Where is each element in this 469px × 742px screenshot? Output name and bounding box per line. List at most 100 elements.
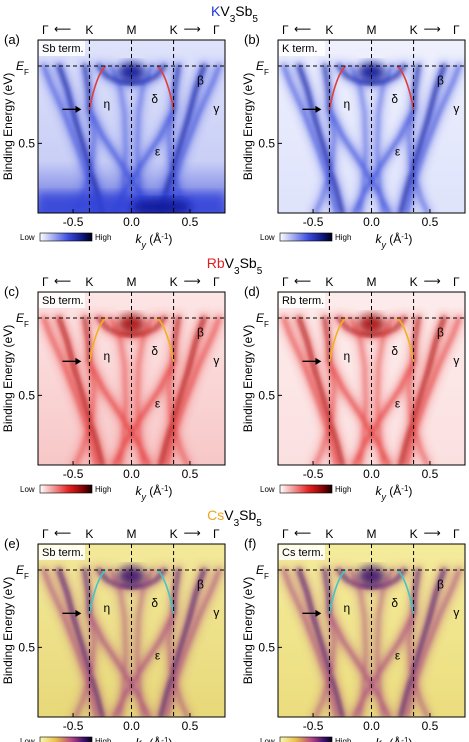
x-axis-label: ky (Å-1) [135, 231, 172, 250]
term-label-bg [39, 545, 85, 560]
band-label-beta: β [197, 74, 204, 88]
compound-v: V [224, 507, 234, 523]
y-tick-0.5: 0.5 [18, 388, 35, 402]
symbol-gamma-left: Γ [282, 527, 289, 541]
arpes-panel: (d) Rb term. βγ δ ε η Γ ⟵ K M K ⟶ Γ EF 0.5 -0.5 0.0 0.5 ky… [241, 274, 466, 502]
colorbar-low-label: Low [20, 233, 35, 242]
compound-title: CsV3Sb5 [207, 507, 262, 529]
symbol-m: M [127, 527, 137, 541]
y-axis-label: Binding Energy (eV) [1, 577, 15, 684]
symbol-k-right: K [410, 275, 418, 289]
termination-label: Sb term. [42, 295, 84, 307]
band-highlight [88, 65, 175, 110]
x-tick-label: 0.0 [363, 719, 380, 733]
ef-label: EF [256, 59, 269, 77]
arrow-right: ⟶ [184, 274, 201, 288]
band-label-beta: β [197, 578, 204, 592]
symbol-m: M [127, 23, 137, 37]
panel-label: (c) [4, 284, 19, 299]
symbol-k-right: K [170, 23, 178, 37]
x-axis-label: ky (Å-1) [135, 483, 172, 502]
symbol-gamma-left: Γ [282, 23, 289, 37]
x-tick-label: -0.5 [303, 215, 324, 229]
colorbar [279, 484, 333, 494]
x-tick-label: 0.0 [363, 215, 380, 229]
arrow-left: ⟵ [294, 274, 311, 288]
colorbar [279, 232, 333, 242]
symbol-gamma-right: Γ [213, 527, 220, 541]
pointer-arrow-head [315, 105, 322, 113]
arpes-panel: (f) Cs term. βγ δ ε η Γ ⟵ K M K ⟶ Γ EF 0.5 -0.5 0.0 0.5 ky… [241, 526, 466, 742]
arpes-panel: (a) Sb term. βγ δ ε η Γ ⟵ K M K ⟶ Γ EF 0.5 -0.5 0.0 0.5 ky… [1, 22, 226, 250]
symbol-m: M [367, 527, 377, 541]
pointer-arrow-head [75, 105, 82, 113]
termination-label: Cs term. [282, 547, 324, 559]
symmetry-labels: Γ ⟵ K M K ⟶ Γ [42, 22, 220, 37]
ef-main: E [256, 59, 265, 73]
band-highlight [328, 317, 415, 362]
compound-alkali: Cs [207, 507, 224, 523]
band-label-eta: η [343, 601, 350, 615]
symbol-k-left: K [325, 275, 333, 289]
band-label-delta: δ [151, 596, 158, 610]
x-tick-label: -0.5 [303, 467, 324, 481]
colorbar [39, 736, 93, 742]
symbol-k-right: K [170, 275, 178, 289]
band-label-delta: δ [391, 344, 398, 358]
band-label-delta: δ [151, 92, 158, 106]
band-label-delta: δ [151, 344, 158, 358]
x-tick-label: 0.5 [182, 719, 199, 733]
band-label-gamma: γ [453, 353, 459, 367]
arrow-right: ⟶ [424, 22, 441, 36]
band-highlight [88, 317, 175, 362]
symbol-k-left: K [85, 23, 93, 37]
x-tick-label: -0.5 [63, 467, 84, 481]
x-tick-label: 0.5 [422, 467, 439, 481]
band-label-epsilon: ε [395, 145, 401, 159]
arrow-right: ⟶ [184, 526, 201, 540]
arrow-right: ⟶ [184, 22, 201, 36]
band-label-epsilon: ε [395, 397, 401, 411]
panel-label: (b) [244, 32, 260, 47]
x-tick-label: 0.5 [182, 215, 199, 229]
colorbar-low-label: Low [20, 485, 35, 494]
arpes-panel: (c) Sb term. βγ δ ε η Γ ⟵ K M K ⟶ Γ EF 0.5 -0.5 0.0 0.5 ky… [1, 274, 226, 502]
symbol-k-right: K [170, 527, 178, 541]
band-label-beta: β [437, 326, 444, 340]
ef-label: EF [256, 563, 269, 581]
y-tick-0.5: 0.5 [258, 388, 275, 402]
arrow-right: ⟶ [424, 274, 441, 288]
x-tick-label: 0.0 [363, 467, 380, 481]
x-tick-label: 0.5 [182, 467, 199, 481]
band-label-delta: δ [391, 596, 398, 610]
band-label-eta: η [103, 601, 110, 615]
colorbar-low-label: Low [260, 233, 275, 242]
symbol-gamma-right: Γ [213, 23, 220, 37]
compound-title: KV3Sb5 [211, 3, 258, 25]
ef-label: EF [16, 563, 29, 581]
arrow-left: ⟵ [54, 22, 71, 36]
ef-main: E [256, 563, 265, 577]
y-axis-label: Binding Energy (eV) [241, 73, 255, 180]
arrow-left: ⟵ [54, 526, 71, 540]
term-label-bg [279, 293, 325, 308]
ef-label: EF [16, 59, 29, 77]
x-tick-label: -0.5 [303, 719, 324, 733]
arrow-left: ⟵ [54, 274, 71, 288]
band-label-epsilon: ε [155, 145, 161, 159]
band-label-beta: β [437, 74, 444, 88]
arpes-panel: (b) K term. βγ δ ε η Γ ⟵ K M K ⟶ Γ EF 0.5 -0.5 0.0 0.5 ky … [241, 22, 466, 250]
band-label-epsilon: ε [155, 649, 161, 663]
termination-label: Rb term. [282, 295, 324, 307]
symmetry-labels: Γ ⟵ K M K ⟶ Γ [282, 22, 460, 37]
panel-label: (e) [4, 536, 20, 551]
colorbar-high-label: High [95, 485, 111, 494]
x-axis-label: ky (Å-1) [375, 231, 412, 250]
symbol-m: M [367, 275, 377, 289]
symbol-gamma-left: Γ [42, 23, 49, 37]
x-tick-label: 0.0 [123, 215, 140, 229]
band-highlight [88, 569, 175, 614]
compound-title: RbV3Sb5 [207, 255, 263, 277]
colorbar [39, 484, 93, 494]
